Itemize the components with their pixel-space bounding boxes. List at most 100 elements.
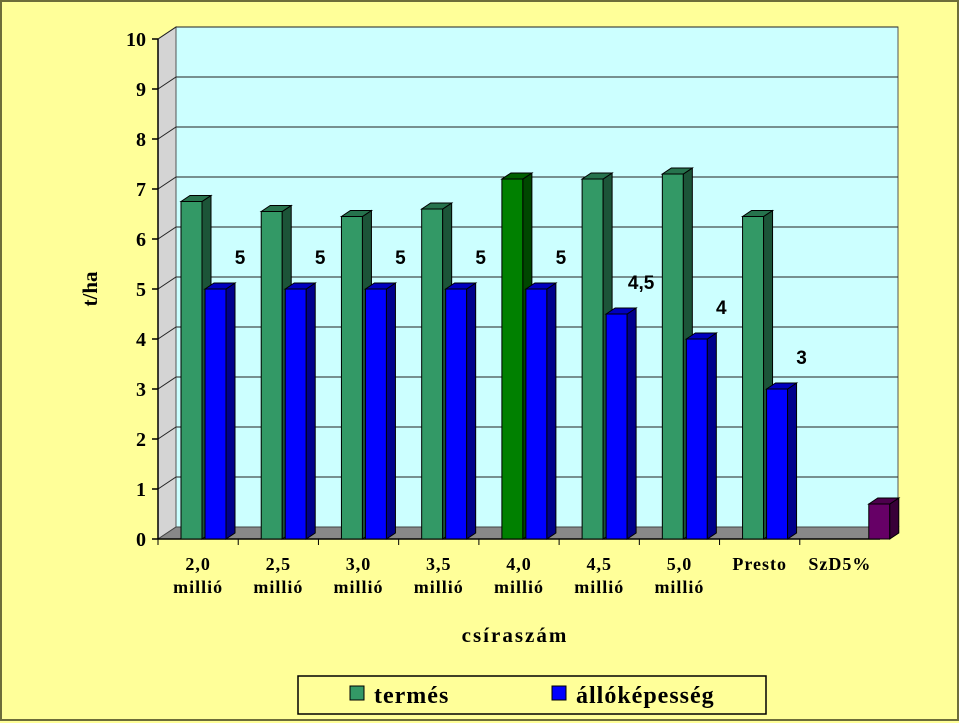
legend-swatch-1: [551, 685, 567, 701]
bar-s1-c5-side: [626, 307, 637, 540]
bar-s1-c1: [283, 282, 317, 540]
bar-s1-c6-side: [706, 332, 717, 540]
gridline: [157, 476, 898, 490]
x-tick-label-c8: SzD5%: [808, 554, 871, 574]
bar-s0-c7: [740, 209, 775, 540]
y-tick-label: 7: [136, 179, 146, 201]
data-label-c7: 3: [796, 348, 807, 369]
bar-s1-c1-top: [283, 282, 317, 290]
bar-s1-c3-top: [444, 282, 478, 290]
legend-box: [297, 675, 767, 715]
bar-s0-c6-top: [660, 167, 694, 175]
x-tick-label-c3: millió: [414, 577, 464, 597]
bar-s1-c0-top: [203, 282, 237, 290]
y-tick-label: 4: [136, 329, 146, 351]
bar-s1-c3-side: [466, 282, 477, 540]
bar-s1-c0-side: [225, 282, 236, 540]
data-label-c5: 4,5: [628, 273, 655, 294]
data-label-c0: 5: [235, 248, 246, 269]
gridline: [157, 126, 898, 140]
bar-s2-c8-top: [867, 497, 901, 505]
gridlines: [157, 26, 898, 490]
bar-s0-c3-top: [420, 202, 454, 210]
x-tick-label-c5: 4,5: [586, 554, 612, 574]
gridline: [157, 426, 898, 440]
y-axis-title: t/ha: [78, 271, 102, 307]
y-tick-labels: 0 1 2 3 4 5 6 7 8 9 10: [126, 29, 146, 551]
legend-label-1: állóképesség: [576, 683, 715, 709]
bar-s1-c5: [604, 307, 638, 540]
bar-s0-c0-top: [179, 195, 213, 202]
bar-s1-c3: [444, 282, 478, 540]
bar-s1-c4: [524, 282, 558, 540]
bar-s1-c4-top: [524, 282, 558, 290]
bar-s1-c5-top: [604, 307, 638, 315]
y-tick-label: 3: [136, 379, 146, 401]
data-labels: 5 5 5 5 5 4,5 4 3: [235, 248, 807, 369]
x-tick-label-c4: millió: [494, 577, 544, 597]
legend-swatch-0: [349, 685, 365, 701]
legend-label-0: termés: [374, 683, 449, 709]
bar-s1-c2-side: [385, 282, 396, 540]
x-tick-label-c4: 4,0: [506, 554, 532, 574]
bar-s2-c8-front: [868, 503, 891, 540]
x-tick-label-c1: millió: [253, 577, 303, 597]
bar-s1-c6-front: [685, 338, 708, 540]
x-tick-label-c6: 5,0: [667, 554, 693, 574]
bar-s0-c4-front: [501, 178, 524, 540]
bar-s1-c2-front: [364, 288, 387, 540]
data-label-c4: 5: [556, 248, 567, 269]
bar-s0-c1: [259, 204, 293, 540]
x-tick-label-c3: 3,5: [426, 554, 452, 574]
gridline: [157, 276, 898, 290]
x-tick-label-c1: 2,5: [266, 554, 292, 574]
x-tick-label-c6: millió: [654, 577, 704, 597]
y-tick-label: 2: [136, 429, 146, 451]
bar-s1-c7-front: [766, 388, 789, 540]
y-tick-label: 5: [136, 279, 146, 301]
y-tick-label: 10: [126, 29, 146, 51]
x-tick-label-c2: millió: [334, 577, 384, 597]
data-label-c1: 5: [315, 248, 326, 269]
y-tick-label: 6: [136, 229, 146, 251]
bar-s1-c4-front: [525, 288, 548, 540]
bar-s0-c6-front: [661, 173, 684, 540]
bar-s1-c0: [203, 282, 237, 540]
bar-s0-c3-front: [421, 208, 444, 540]
data-label-c3: 5: [475, 248, 486, 269]
gridline: [157, 326, 898, 340]
bar-s1-c7: [764, 382, 799, 540]
gridline: [157, 26, 898, 40]
bar-s0-c0-front: [180, 201, 203, 540]
bar-s1-c2-top: [363, 282, 398, 290]
x-tick-labels: 2,0 millió 2,5 millió 3,0 millió 3,5 millió 4,0 m…: [173, 554, 871, 597]
x-axis-title: csíraszám: [462, 623, 569, 647]
bar-s0-c1-top: [259, 205, 293, 212]
y-tick-label: 8: [136, 129, 146, 151]
x-tick-label-c0: millió: [173, 577, 223, 597]
bar-s1-c3-front: [445, 288, 468, 540]
bars: [179, 167, 901, 540]
data-label-c6: 4: [716, 298, 727, 319]
bar-s0-c2-top: [339, 210, 374, 217]
bar-s0-c2-front: [340, 216, 363, 540]
bar-s0-c4-top: [500, 172, 534, 180]
x-tick-label-c7: Presto: [732, 554, 787, 574]
bar-s1-c1-front: [284, 288, 307, 540]
x-tick-label-c2: 3,0: [346, 554, 372, 574]
bar-s2-c8: [867, 497, 901, 540]
x-tick-label-c5: millió: [574, 577, 624, 597]
bar-s1-c7-top: [764, 382, 799, 390]
gridline: [157, 176, 898, 190]
bar-s0-c5-front: [581, 178, 604, 540]
bar-s1-c5-front: [605, 313, 628, 540]
y-tick-label: 9: [136, 79, 146, 101]
y-tick-label: 1: [136, 479, 146, 501]
gridline: [157, 76, 898, 90]
gridline: [157, 226, 898, 240]
bar-s0-c7-front: [742, 216, 765, 540]
bar-s1-c7-side: [787, 382, 798, 540]
bar-s1-c1-side: [305, 282, 316, 540]
gridline: [157, 376, 898, 390]
